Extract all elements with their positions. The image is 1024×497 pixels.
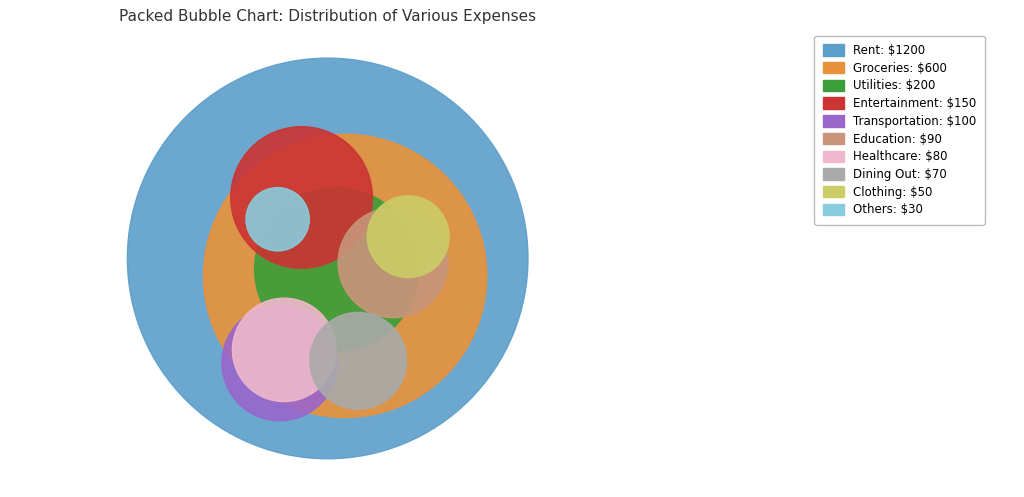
Circle shape — [368, 196, 450, 277]
Circle shape — [127, 58, 528, 459]
Circle shape — [310, 313, 407, 409]
Circle shape — [222, 305, 338, 421]
Circle shape — [230, 127, 373, 268]
Circle shape — [338, 208, 447, 318]
Circle shape — [246, 187, 309, 251]
Circle shape — [255, 187, 418, 351]
Circle shape — [232, 298, 336, 402]
Legend: Rent: $1200, Groceries: $600, Utilities: $200, Entertainment: $150, Transportati: Rent: $1200, Groceries: $600, Utilities:… — [814, 36, 985, 225]
Title: Packed Bubble Chart: Distribution of Various Expenses: Packed Bubble Chart: Distribution of Var… — [119, 9, 537, 24]
Circle shape — [204, 134, 486, 417]
